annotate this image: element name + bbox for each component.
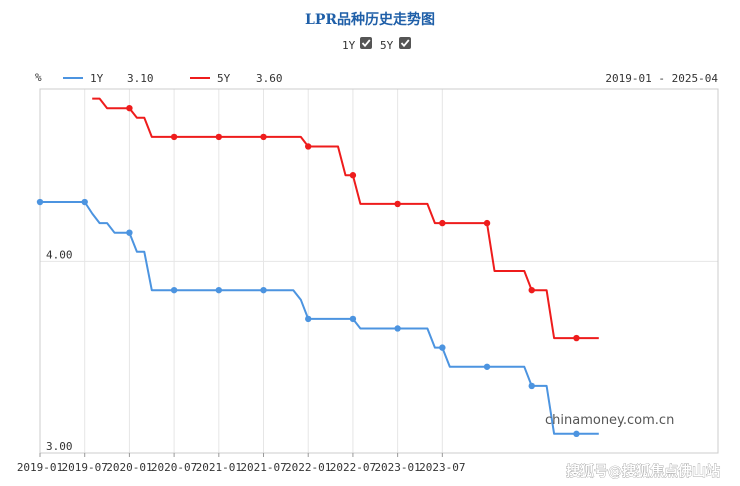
point-5y-4 [305, 143, 312, 150]
x-tick-label-9: 2023-07 [419, 461, 465, 474]
point-5y-3 [260, 133, 267, 141]
point-1y-8 [394, 325, 401, 332]
y-tick-label-1: 3.00 [46, 440, 73, 453]
x-tick-label-2: 2020-01 [106, 461, 152, 474]
point-1y-9 [439, 344, 446, 351]
point-1y-11 [528, 382, 535, 390]
legend: 1Y 3.10 5Y 3.60 [63, 72, 283, 85]
point-5y-7 [439, 219, 446, 227]
legend-1y-name: 1Y [90, 72, 104, 85]
series-toggles: 1Y 5Y [342, 37, 411, 52]
x-tick-label-7: 2022-07 [330, 461, 376, 474]
x-tick-label-8: 2023-01 [374, 461, 420, 474]
point-5y-6 [394, 200, 401, 208]
chart-title: LPR品种历史走势图 [305, 11, 435, 28]
x-tick-label-1: 2019-07 [62, 461, 108, 474]
point-1y-7 [349, 315, 357, 323]
point-1y-0 [36, 198, 44, 206]
date-range: 2019-01 - 2025-04 [605, 72, 718, 85]
point-5y-10 [573, 334, 580, 342]
point-1y-5 [260, 286, 267, 294]
point-5y-9 [528, 286, 535, 294]
point-1y-4 [215, 286, 223, 294]
point-1y-2 [126, 229, 133, 236]
toggle-1y-checkbox[interactable] [360, 37, 372, 49]
toggle-1y-label: 1Y [342, 39, 356, 52]
point-5y-0 [126, 104, 133, 112]
x-tick-label-5: 2021-07 [240, 461, 286, 474]
series-line-5y [92, 97, 599, 340]
series-lines [40, 97, 599, 435]
series-line-1y [40, 201, 599, 435]
series-markers [36, 104, 580, 438]
x-tick-label-4: 2021-01 [196, 461, 242, 474]
legend-1y-value: 3.10 [127, 72, 154, 85]
source-credit: 搜狐号@搜狐焦点佛山站 [566, 463, 720, 480]
point-5y-5 [349, 172, 357, 179]
point-1y-12 [573, 430, 580, 438]
point-1y-1 [81, 198, 88, 206]
grid [39, 89, 718, 454]
point-1y-6 [305, 315, 312, 323]
x-tick-label-3: 2020-07 [151, 461, 197, 474]
watermark: chinamoney.com.cn [545, 413, 674, 428]
toggle-5y-label: 5Y [380, 39, 394, 52]
y-axis-unit: % [35, 71, 42, 84]
x-tick-label-6: 2022-01 [285, 461, 331, 474]
plot-area [39, 88, 719, 454]
x-tick-label-0: 2019-01 [17, 461, 63, 474]
x-axis: 2019-012019-072020-012020-072021-012021-… [17, 453, 466, 474]
point-5y-8 [483, 219, 491, 227]
point-1y-10 [483, 363, 491, 370]
y-axis: 4.00 3.00 [46, 248, 73, 453]
point-1y-3 [170, 286, 178, 294]
toggle-5y-checkbox[interactable] [399, 37, 411, 49]
y-tick-label-0: 4.00 [46, 248, 73, 261]
legend-5y-name: 5Y [217, 72, 231, 85]
legend-5y-value: 3.60 [256, 72, 283, 85]
point-5y-1 [170, 133, 178, 141]
point-5y-2 [215, 133, 223, 141]
